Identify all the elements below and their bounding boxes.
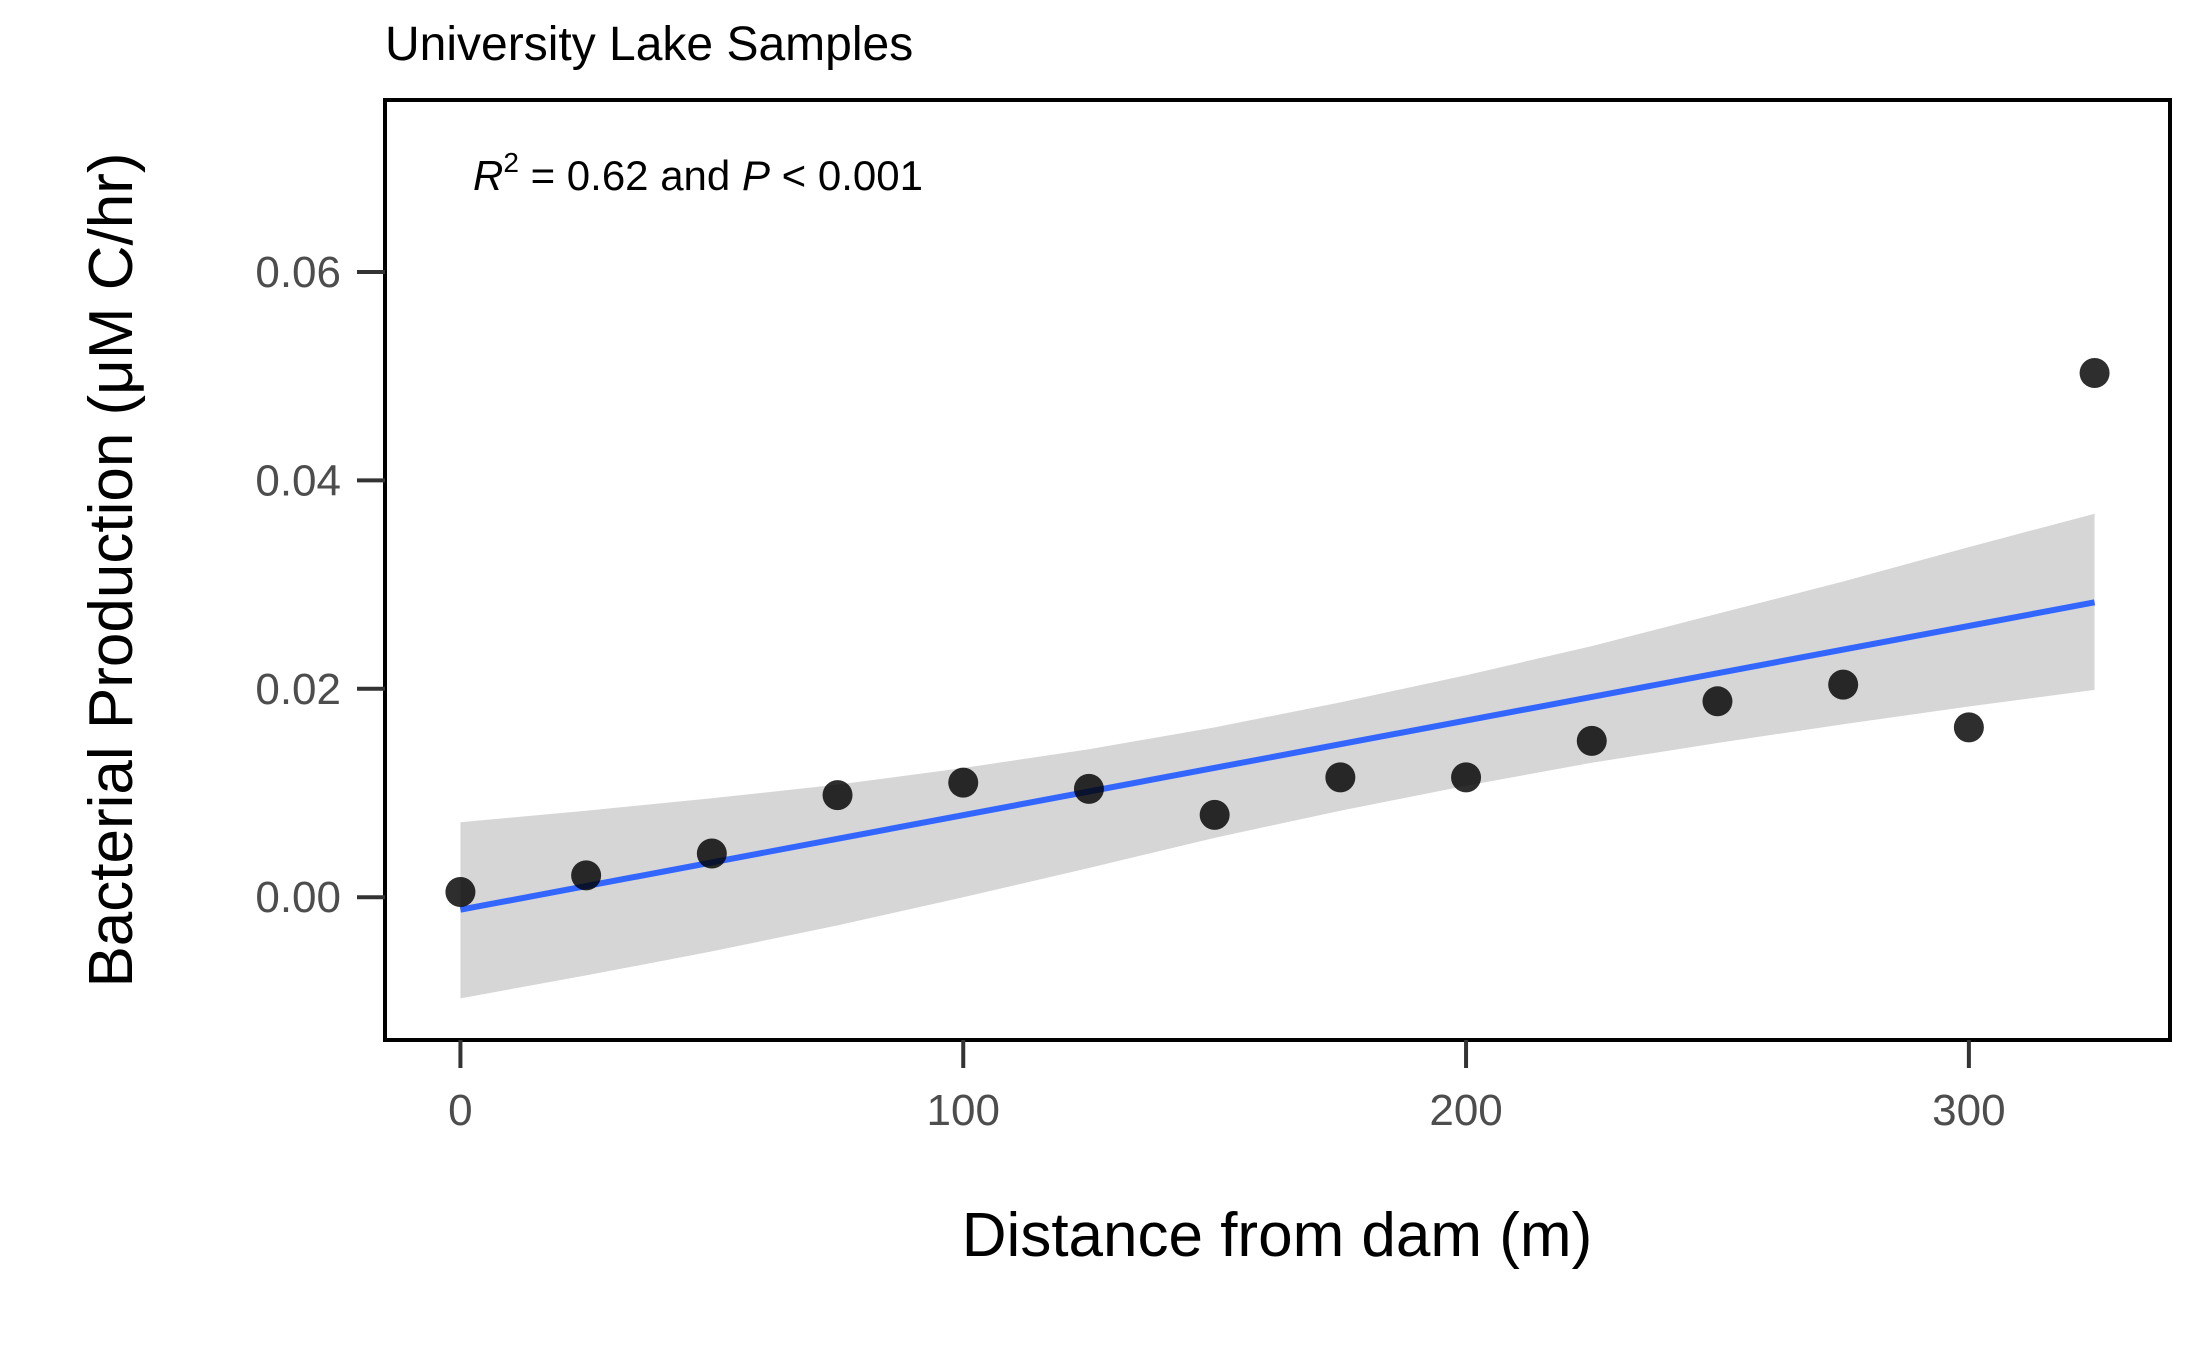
plot-panel-border (383, 98, 2172, 1042)
x-tick-label: 100 (927, 1086, 1000, 1135)
data-point (571, 860, 602, 891)
annotation-r-squared: R2 = 0.62 and P < 0.001 (473, 147, 923, 199)
y-tick-label: 0.04 (255, 456, 341, 505)
y-axis-title: Bacterial Production (μM C/hr) (77, 152, 146, 987)
fit-line-layer (459, 599, 2096, 913)
data-point (1451, 762, 1482, 793)
data-point (1828, 669, 1859, 700)
data-points (445, 358, 2110, 908)
x-axis: 0 100 200 300 (448, 1040, 2006, 1135)
annotation-p-symbol: P (742, 152, 770, 199)
y-axis: 0.00 0.02 0.04 0.06 (255, 248, 385, 922)
data-point (2079, 358, 2110, 389)
data-point (445, 877, 476, 908)
regression-line (459, 599, 2096, 913)
y-tick-label: 0.02 (255, 665, 341, 714)
data-point (822, 780, 853, 811)
annotation-p-value: < 0.001 (770, 152, 923, 199)
annotation-r-value: = 0.62 and (519, 152, 742, 199)
x-axis-title: Distance from dam (m) (962, 1201, 1592, 1270)
annotation-r-exponent: 2 (503, 147, 519, 178)
x-tick-label: 300 (1932, 1086, 2005, 1135)
data-point (1576, 725, 1607, 756)
data-point (1325, 762, 1356, 793)
y-tick-label: 0.00 (255, 873, 341, 922)
x-tick-label: 200 (1429, 1086, 1502, 1135)
data-point (1199, 799, 1230, 830)
data-point (1073, 773, 1104, 804)
data-point (1702, 686, 1733, 717)
data-point (696, 838, 727, 869)
data-point (948, 767, 979, 798)
annotation-r-symbol: R (473, 152, 503, 199)
x-tick-label: 0 (448, 1086, 472, 1135)
y-tick-label: 0.06 (255, 248, 341, 297)
chart-title: University Lake Samples (385, 18, 913, 71)
data-point (1953, 712, 1984, 743)
